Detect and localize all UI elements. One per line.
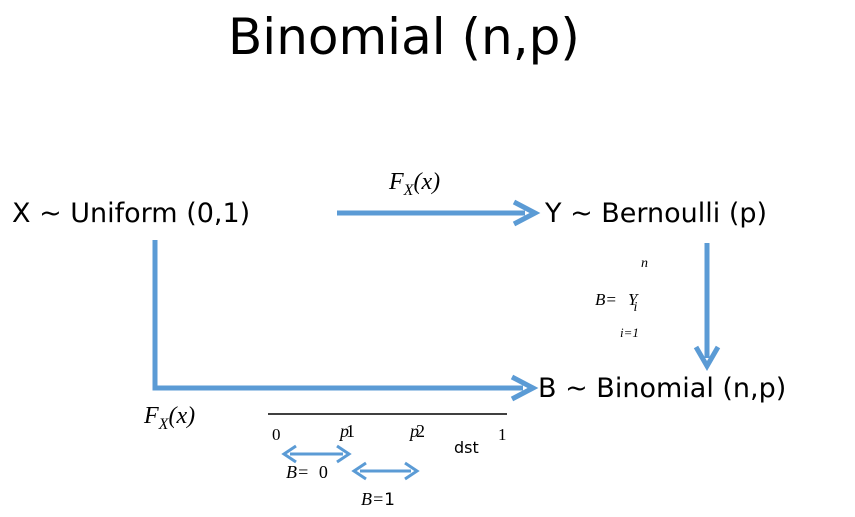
number-line-p2-index: 2 [416,421,425,441]
sum-term: Yi [628,290,638,315]
interval-label-b1-prefix: B= [361,489,385,509]
number-line-p1-index: 1 [346,421,355,441]
number-line-one: 1 [498,425,507,444]
number-line-p2-letter: p [410,421,419,441]
arrow-uniform-to-binomial [152,240,539,402]
number-line-p2: p2 [410,422,425,440]
sum-term-y: Y [628,290,638,309]
arrow-bernoulli-to-binomial [693,243,721,371]
number-line-p1-letter: p [340,421,349,441]
interval-label-b0: B= 0 [286,463,328,482]
edge-label-bottom-arg: (x) [168,403,196,429]
interval-label-b1: B=1 [361,490,395,509]
interval-label-b1-value: 1 [384,490,395,510]
node-uniform: X ~ Uniform (0,1) [12,198,251,229]
edge-label-top-arg: (x) [413,169,441,195]
edge-label-top: FX(x) [389,170,440,199]
interval-arrow-b1 [351,461,420,481]
arrow-uniform-to-bernoulli [337,199,541,227]
edge-label-bottom-sub: X [158,415,169,433]
number-line-dst: dst [454,438,479,457]
interval-label-b0-prefix: B= [286,462,310,482]
edge-label-top-f: F [389,169,404,195]
edge-label-top-sub: X [403,181,414,199]
sum-upper-limit: n [641,256,648,271]
number-line-p1: p1 [340,422,355,440]
node-bernoulli: Y ~ Bernoulli (p) [545,198,768,229]
node-binomial: B ~ Binomial (n,p) [538,373,787,404]
sum-term-sub: i [633,300,638,315]
number-line-zero: 0 [272,425,281,444]
sum-lhs: B= [595,290,617,309]
edge-label-bottom-f: F [144,403,159,429]
sum-lower-limit: i=1 [620,325,639,340]
interval-arrow-b0 [281,444,352,464]
edge-label-bottom: FX(x) [144,404,195,433]
page-title: Binomial (n,p) [228,8,580,66]
interval-label-b0-value: 0 [318,462,328,482]
